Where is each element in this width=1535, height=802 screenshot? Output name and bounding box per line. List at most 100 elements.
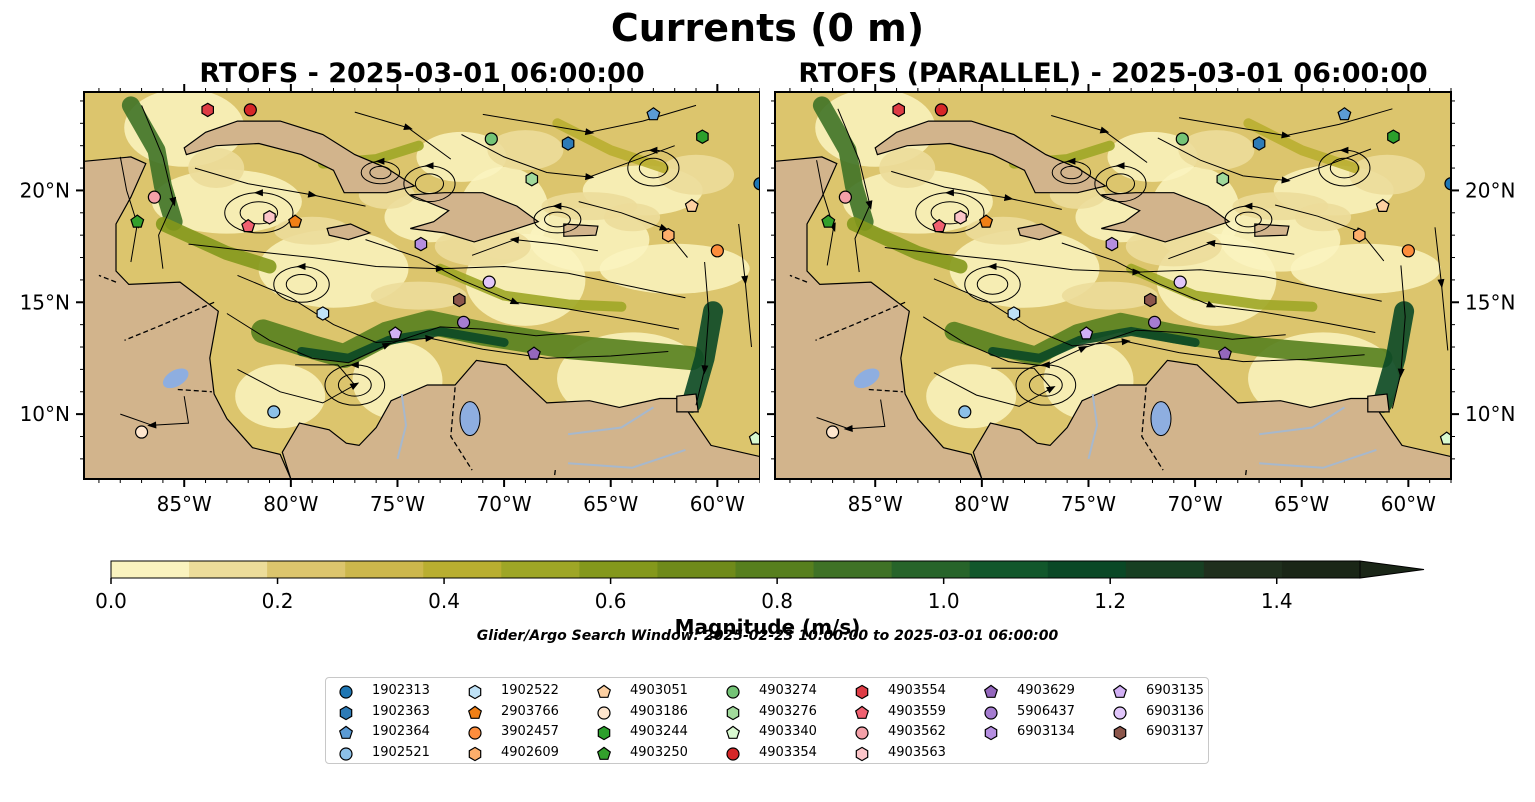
y-tick-label: 10°N	[1465, 402, 1515, 426]
legend-marker-4903051	[596, 684, 612, 698]
eddy-streamline	[414, 173, 445, 195]
float-marker-4903244	[1387, 129, 1400, 144]
land-polygon	[563, 223, 599, 237]
streamline-arrow	[253, 189, 263, 197]
streamline-arrow	[1437, 278, 1445, 289]
colorbar-segment	[1047, 561, 1127, 578]
float-marker-4903629	[1217, 346, 1232, 360]
streamline-arrow	[1066, 157, 1076, 165]
legend-marker-4903274	[726, 685, 740, 699]
legend-marker-2903766	[467, 705, 483, 719]
current-jet	[988, 326, 1200, 363]
colorbar-segment	[1203, 561, 1283, 578]
float-marker-4902609	[1352, 227, 1366, 243]
eddy-streamline	[239, 201, 279, 225]
colorbar-segment	[579, 561, 658, 578]
legend-label: 6903137	[1146, 724, 1204, 740]
streamline-arrow	[1115, 162, 1125, 170]
y-tick-label: 15°N	[1465, 290, 1515, 314]
x-tick-label: 65°W	[1274, 492, 1329, 516]
legend-marker-4903244	[597, 725, 611, 741]
float-marker-4903562	[838, 190, 852, 204]
hexagon-marker-icon	[726, 705, 740, 720]
colorbar-segment	[1125, 561, 1205, 578]
hexagon-marker-icon	[855, 746, 869, 762]
legend-marker-4903563	[855, 746, 869, 762]
streamline-arrow	[509, 236, 520, 244]
legend-label: 4903354	[759, 744, 817, 760]
float-marker-2903766	[979, 214, 994, 228]
float-marker-5906437	[456, 315, 471, 330]
legend-label: 4903051	[630, 683, 688, 698]
float-marker-4903250	[130, 214, 145, 228]
country-border	[98, 274, 117, 283]
hexagon-marker-icon	[339, 705, 353, 720]
colorbar-segment	[657, 561, 736, 578]
streamline-arrow	[1243, 202, 1253, 210]
streamline-arrow	[1077, 345, 1088, 353]
country-border	[124, 301, 215, 341]
legend-marker-1902313	[339, 685, 353, 699]
legend-label: 4903340	[759, 724, 817, 740]
legend-label: 4903629	[1017, 683, 1075, 698]
current-jet	[1126, 263, 1318, 312]
colorbar-segment	[345, 561, 424, 578]
lake-maracaibo	[1150, 401, 1172, 437]
eddy-streamline	[1028, 373, 1063, 397]
float-marker-4903559	[932, 218, 947, 233]
eddy-streamline	[1329, 157, 1359, 179]
streamline	[194, 167, 366, 207]
streamline	[1391, 265, 1406, 409]
legend-marker-4903276	[726, 705, 740, 720]
float-marker-6903134	[1105, 236, 1119, 252]
map-panel-rtofs-parallel: 85°W 80°W 75°W 70°W 65°W 60°W 20°N 15°N 10°N	[767, 84, 1515, 516]
streamline-arrow	[1281, 131, 1291, 139]
legend-marker-6903135	[1112, 684, 1128, 698]
streamline-arrow	[349, 382, 360, 391]
streamline	[471, 239, 598, 256]
float-marker-4903186	[825, 425, 840, 439]
colorbar-segment	[969, 561, 1049, 578]
river	[567, 406, 654, 436]
streamline	[119, 156, 138, 263]
float-marker-4903276	[1216, 171, 1230, 187]
pentagon-marker-icon	[596, 746, 612, 760]
land-polygon	[84, 92, 292, 479]
streamline	[695, 261, 710, 406]
x-tick-label: 70°W	[476, 492, 531, 516]
legend-label: 1902364	[372, 724, 430, 740]
figure-title: Currents (0 m)	[610, 6, 925, 50]
float-marker-4903563	[263, 210, 276, 225]
colorbar-tick-label: 0.8	[761, 589, 793, 613]
colorbar-segment	[423, 561, 502, 578]
streamline-arrow	[843, 424, 853, 432]
x-tick-label: 75°W	[370, 492, 425, 516]
streamline-arrow	[169, 196, 177, 207]
legend-label: 1902363	[372, 703, 430, 719]
land-polygon	[1254, 223, 1290, 237]
circle-marker-icon	[984, 705, 998, 720]
float-marker-5906437	[1147, 315, 1162, 330]
legend-marker-4903629	[983, 684, 999, 698]
float-marker-6903135	[1079, 326, 1094, 340]
streamline-arrow	[1046, 385, 1056, 394]
float-marker-1902363	[561, 136, 575, 151]
land-polygon	[1367, 393, 1390, 413]
colorbar-segment	[267, 561, 346, 578]
legend-marker-3902457	[468, 726, 482, 740]
land-polygon	[874, 120, 1107, 194]
country-border	[789, 274, 808, 283]
legend-label: 4903186	[630, 703, 688, 719]
x-tick-label: 60°W	[690, 492, 745, 516]
current-jet	[251, 310, 704, 371]
streamline-arrow	[585, 173, 595, 181]
float-marker-4903250	[821, 214, 836, 228]
float-marker-4903276	[525, 171, 539, 187]
current-jet	[552, 118, 669, 174]
panel-title-rtofs: RTOFS - 2025-03-01 06:00:00	[199, 58, 645, 89]
current-jet	[121, 96, 183, 231]
river	[1259, 448, 1377, 469]
y-tick-label: 10°N	[20, 402, 70, 426]
float-marker-6903137	[453, 292, 466, 308]
eddy-streamline	[1235, 211, 1262, 228]
